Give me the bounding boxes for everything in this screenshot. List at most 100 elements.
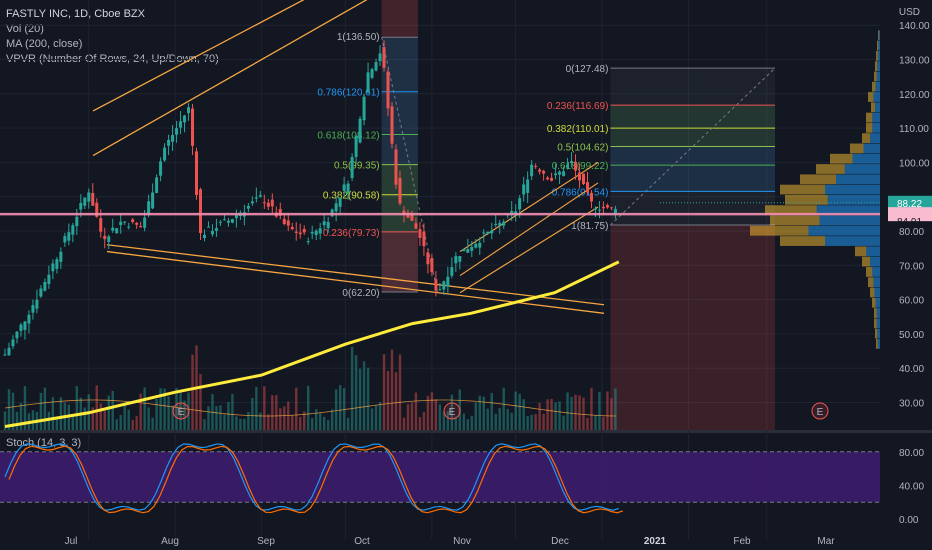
candle-body xyxy=(322,221,326,226)
price-axis-label: 70.00 xyxy=(899,261,924,272)
volume-bar xyxy=(574,394,577,430)
candle-body xyxy=(278,208,282,216)
volume-bar xyxy=(446,411,450,430)
candle-body xyxy=(143,217,147,228)
candle-body xyxy=(175,128,179,135)
rising-channel-line-2 xyxy=(459,182,599,277)
candle-body xyxy=(482,232,486,234)
candle-body xyxy=(258,195,262,197)
candle-body xyxy=(111,227,115,231)
volume-bar xyxy=(322,416,326,430)
volume-bar xyxy=(179,390,182,430)
volume-indicator-label[interactable]: Vol (20) xyxy=(6,23,44,35)
volume-bar xyxy=(191,354,194,430)
candle-body xyxy=(426,252,430,265)
candle-body xyxy=(35,299,39,309)
price-axis-label: 110.00 xyxy=(899,124,929,135)
candle-body xyxy=(546,177,550,180)
volume-bar xyxy=(590,387,593,430)
candle-body xyxy=(107,236,111,242)
volume-bar xyxy=(406,404,410,430)
candle-body xyxy=(218,221,222,223)
candle-body xyxy=(294,231,298,233)
candle-body xyxy=(442,281,446,290)
candle-body xyxy=(410,214,414,221)
ma-200-line xyxy=(4,260,620,428)
candle-body xyxy=(99,218,103,232)
stoch-indicator-label[interactable]: Stoch (14, 3, 3) xyxy=(6,437,82,449)
candle-body xyxy=(67,232,71,241)
earnings-marker-label: E xyxy=(817,407,824,418)
vpvr-bar-down xyxy=(765,205,817,216)
symbol-title[interactable]: FASTLY INC, 1D, Cboe BZX xyxy=(6,8,145,20)
volume-bar xyxy=(578,395,581,430)
fib-left-level-label: 0.382(90.58) xyxy=(323,191,380,202)
candle-body xyxy=(494,223,498,225)
volume-bar xyxy=(490,393,493,430)
vpvr-bar-down xyxy=(876,50,878,61)
price-axis-label: 50.00 xyxy=(899,330,924,341)
price-axis-label: 60.00 xyxy=(899,296,924,307)
volume-bar xyxy=(15,411,19,430)
candle-body xyxy=(382,47,386,68)
volume-bar xyxy=(275,395,278,430)
vpvr-bar-down xyxy=(875,61,878,72)
volume-bar xyxy=(219,405,222,430)
vpvr-bar-down xyxy=(870,287,875,298)
candle-body xyxy=(458,256,462,262)
fib-right-red-zone xyxy=(610,224,776,430)
candle-body xyxy=(87,192,91,202)
volume-bar xyxy=(71,415,75,430)
volume-bar xyxy=(75,386,79,430)
vpvr-bar-down xyxy=(830,153,853,164)
volume-bar xyxy=(558,401,561,430)
candle-body xyxy=(179,121,183,128)
price-axis-label: 140.00 xyxy=(899,21,930,32)
candle-body xyxy=(234,215,238,219)
vpvr-bar-up xyxy=(827,194,880,205)
candle-body xyxy=(414,223,418,229)
candle-body xyxy=(270,199,274,207)
volume-bar xyxy=(510,412,513,430)
earnings-marker xyxy=(443,402,461,420)
ma-indicator-label[interactable]: MA (200, close) xyxy=(6,38,83,50)
candle-body xyxy=(402,210,406,215)
volume-bar xyxy=(530,414,533,430)
volume-bar xyxy=(470,415,473,430)
volume-bar xyxy=(390,349,394,430)
level-price-label: 84.91 xyxy=(897,217,922,228)
vpvr-bar-down xyxy=(875,328,878,339)
candle-body xyxy=(522,184,526,195)
candle-body xyxy=(350,157,354,179)
volume-bar xyxy=(43,387,47,430)
vpvr-bar-up xyxy=(876,308,880,318)
vpvr-bar-up xyxy=(852,153,880,164)
vpvr-bar-down xyxy=(750,225,809,236)
vpvr-bar-down xyxy=(876,339,878,349)
candle-body xyxy=(474,243,478,248)
stoch-d-line xyxy=(8,445,623,514)
vpvr-bar-up xyxy=(876,71,880,82)
fib-right-level-label: 0.5(104.62) xyxy=(557,143,608,154)
fib-right-green-zone xyxy=(610,105,776,147)
vpvr-bar-up xyxy=(878,40,880,51)
vpvr-bar-down xyxy=(862,256,871,267)
volume-bar xyxy=(602,416,605,430)
volume-bar xyxy=(291,415,294,430)
candle-body xyxy=(518,198,522,210)
candle-body xyxy=(562,171,566,176)
candle-body xyxy=(127,226,131,228)
volume-bar xyxy=(171,405,174,430)
volume-bar xyxy=(207,406,210,430)
time-axis-label: Dec xyxy=(551,536,569,547)
volume-bar xyxy=(51,397,55,430)
candle-body xyxy=(386,71,390,109)
volume-bar xyxy=(11,392,15,430)
vpvr-bar-down xyxy=(872,81,876,92)
vpvr-bar-down xyxy=(780,184,825,195)
candle-body xyxy=(346,183,350,194)
volume-bar xyxy=(586,417,589,430)
vpvr-bar-down xyxy=(850,143,864,154)
vpvr-bar-up xyxy=(870,256,880,267)
